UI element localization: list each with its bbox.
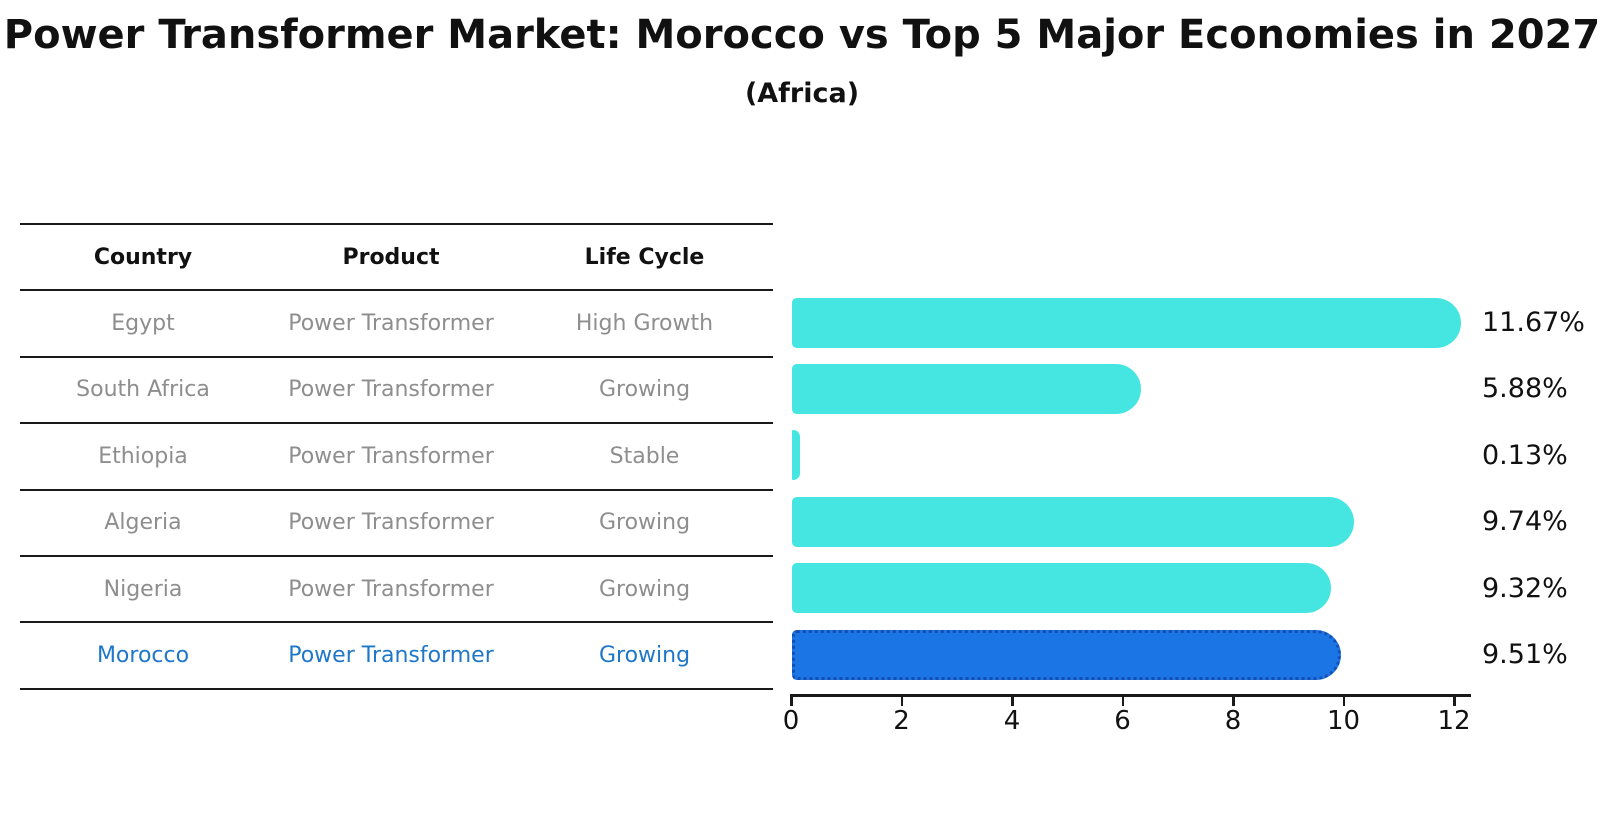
- column-header-life-cycle: Life Cycle: [584, 244, 705, 270]
- cell-country: Morocco: [96, 643, 190, 669]
- page-subtitle: (Africa): [744, 78, 860, 109]
- bar-value-label: 9.32%: [1482, 572, 1568, 604]
- x-axis-line: [790, 694, 1471, 697]
- table-header-row: Country Product Life Cycle: [20, 223, 773, 289]
- bar-nigeria: [792, 563, 1331, 614]
- x-axis-tick-label: 10: [1326, 706, 1361, 736]
- table-row-egypt: Egypt Power Transformer High Growth: [20, 289, 773, 355]
- cell-product: Power Transformer: [288, 311, 494, 337]
- bar-value-label: 9.51%: [1482, 639, 1568, 671]
- table-row-morocco: Morocco Power Transformer Growing: [20, 621, 773, 687]
- x-axis-tick-label: 8: [1224, 706, 1242, 736]
- bar-egypt: [792, 297, 1461, 348]
- cell-life-cycle: Growing: [598, 576, 691, 602]
- cell-product: Power Transformer: [288, 643, 494, 669]
- cell-country: South Africa: [76, 377, 210, 403]
- table-row-nigeria: Nigeria Power Transformer Growing: [20, 554, 773, 621]
- cell-country: Nigeria: [103, 576, 183, 602]
- cell-life-cycle: Growing: [598, 377, 691, 403]
- cell-product: Power Transformer: [288, 377, 494, 403]
- cell-product: Power Transformer: [288, 443, 494, 469]
- table-row-ethiopia: Ethiopia Power Transformer Stable: [20, 422, 773, 488]
- bar-morocco: [792, 629, 1342, 680]
- x-axis-tick: [1011, 696, 1014, 706]
- cell-life-cycle: Stable: [609, 443, 680, 469]
- x-axis-tick-label: 6: [1114, 706, 1131, 736]
- bar-ethiopia: [792, 430, 800, 481]
- cell-product: Power Transformer: [288, 510, 494, 536]
- x-axis-tick: [1121, 696, 1124, 706]
- cell-country: Ethiopia: [98, 443, 188, 469]
- bar-value-label: 5.88%: [1482, 373, 1568, 405]
- x-axis-tick-label: 12: [1437, 706, 1471, 736]
- bar-south-africa: [792, 364, 1141, 414]
- table-row-south-africa: South Africa Power Transformer Growing: [20, 355, 773, 422]
- x-axis-tick: [1453, 696, 1456, 706]
- cell-product: Power Transformer: [288, 576, 494, 602]
- table-row-algeria: Algeria Power Transformer Growing: [20, 488, 773, 555]
- x-axis-tick: [1342, 696, 1345, 706]
- column-header-product: Product: [342, 244, 440, 270]
- x-axis-tick-label: 0: [782, 706, 800, 736]
- cell-country: Algeria: [104, 510, 182, 536]
- x-axis-tick: [1232, 696, 1235, 706]
- cell-life-cycle: Growing: [598, 510, 691, 536]
- bar-algeria: [792, 496, 1355, 547]
- page-title: Power Transformer Market: Morocco vs Top…: [3, 12, 1601, 58]
- x-axis-tick-label: 4: [1003, 706, 1021, 736]
- bar-value-label: 9.74%: [1482, 506, 1568, 538]
- cell-life-cycle: High Growth: [575, 311, 714, 337]
- bar-value-label: 11.67%: [1482, 307, 1585, 339]
- x-axis-tick: [790, 696, 793, 706]
- bar-value-label: 0.13%: [1482, 439, 1568, 471]
- cell-life-cycle: Growing: [598, 643, 691, 669]
- country-table: Country Product Life Cycle Egypt Power T…: [20, 223, 773, 690]
- column-header-country: Country: [93, 244, 193, 270]
- x-axis-tick-label: 2: [893, 706, 910, 736]
- cell-country: Egypt: [111, 311, 175, 337]
- x-axis-tick: [900, 696, 903, 706]
